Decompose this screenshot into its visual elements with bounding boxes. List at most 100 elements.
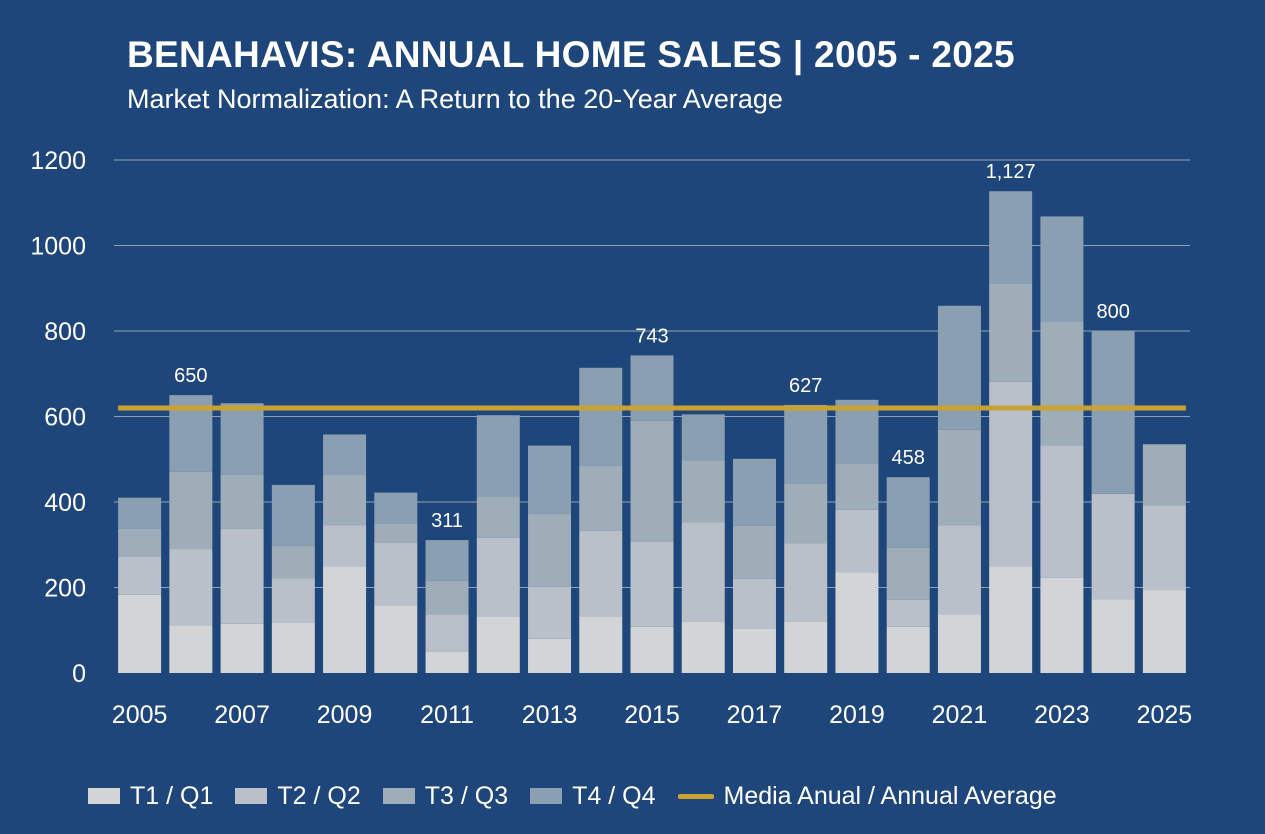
data-label-2006: 650: [174, 365, 207, 387]
legend: T1 / Q1 T2 / Q2 T3 / Q3 T4 / Q4 Media An…: [88, 780, 1057, 812]
bar-segment-q4-2010: [374, 492, 418, 524]
legend-label-q1: T1 / Q1: [130, 781, 214, 810]
bar-segment-q1-2007: [220, 623, 264, 673]
bar-segment-q2-2025: [1142, 505, 1186, 591]
bar-segment-q1-2013: [528, 638, 572, 673]
data-label-2022: 1,127: [986, 161, 1036, 183]
bar-segment-q3-2021: [937, 429, 981, 526]
bar-segment-q3-2006: [169, 471, 213, 550]
bar-segment-q4-2007: [220, 403, 264, 475]
legend-item-q4: T4 / Q4: [530, 782, 656, 811]
y-tick-label: 600: [44, 404, 86, 432]
legend-item-average: Media Anual / Annual Average: [677, 781, 1057, 811]
bar-segment-q2-2018: [784, 543, 828, 622]
bar-segment-q3-2017: [732, 525, 776, 579]
chart-subtitle: Market Normalization: A Return to the 20…: [127, 84, 783, 114]
bar-segment-q1-2011: [425, 651, 469, 673]
chart-title: BENAHAVIS: ANNUAL HOME SALES | 2005 - 20…: [127, 34, 1015, 75]
bar-segment-q2-2008: [271, 578, 315, 623]
bar-segment-q3-2011: [425, 580, 469, 615]
bar-segment-q2-2022: [989, 381, 1033, 567]
legend-item-q3: T3 / Q3: [382, 781, 509, 811]
bar-segment-q4-2011: [425, 540, 469, 581]
legend-label-q3: T3 / Q3: [424, 781, 509, 810]
x-tick-label: 2021: [932, 701, 988, 729]
bar-segment-q2-2012: [476, 537, 520, 617]
bar-segment-q1-2022: [989, 566, 1033, 673]
bar-segment-q4-2009: [323, 434, 367, 475]
bar-segment-q1-2009: [323, 566, 367, 673]
x-tick-label: 2015: [624, 701, 680, 729]
bar-segment-q4-2005: [118, 497, 162, 529]
x-tick-label: 2007: [214, 701, 270, 729]
bar-segment-q2-2019: [835, 509, 879, 573]
bar-segment-q3-2012: [476, 496, 520, 538]
bar-segment-q2-2014: [579, 530, 623, 617]
bar-segment-q1-2025: [1142, 590, 1186, 673]
y-tick-label: 200: [44, 575, 86, 603]
data-label-2024: 800: [1096, 301, 1129, 323]
bar-segment-q1-2014: [579, 616, 623, 673]
bar-segment-q2-2007: [220, 528, 264, 624]
bar-segment-q3-2016: [681, 460, 725, 523]
x-tick-label: 2011: [420, 701, 474, 729]
legend-item-q1: T1 / Q1: [88, 782, 213, 811]
bar-segment-q1-2006: [169, 625, 213, 673]
bar-segment-q2-2009: [323, 525, 367, 567]
legend-item-q2: T2 / Q2: [235, 782, 361, 811]
data-label-2011: 311: [431, 510, 463, 532]
x-tick-label: 2019: [829, 701, 885, 729]
bar-segment-q1-2012: [476, 616, 520, 673]
bar-segment-q2-2017: [732, 578, 776, 629]
y-tick-label: 0: [72, 660, 86, 688]
bar-segment-q1-2018: [784, 621, 828, 673]
bar-segment-q1-2023: [1040, 577, 1084, 673]
bar-segment-q4-2024: [1091, 331, 1135, 494]
bar-segment-q4-2014: [579, 367, 623, 466]
legend-label-average: Media Anual / Annual Average: [723, 781, 1057, 810]
bar-segment-q3-2018: [784, 483, 828, 544]
x-tick-label: 2025: [1137, 701, 1193, 729]
bar-segment-q2-2023: [1040, 445, 1084, 578]
x-tick-label: 2013: [522, 701, 578, 729]
bar-segment-q3-2023: [1040, 321, 1084, 446]
bar-segment-q2-2005: [118, 556, 162, 595]
bar-segment-q1-2008: [271, 622, 315, 673]
bar-segment-q1-2024: [1091, 599, 1135, 673]
bar-segment-q4-2008: [271, 484, 315, 546]
bar-segment-q3-2015: [630, 420, 674, 542]
bars: [118, 191, 1186, 673]
x-tick-label: 2023: [1034, 701, 1090, 729]
bar-segment-q4-2023: [1040, 216, 1084, 322]
bar-segment-q4-2012: [476, 415, 520, 497]
y-tick-label: 1200: [30, 147, 86, 175]
x-tick-label: 2009: [317, 701, 373, 729]
bar-segment-q1-2021: [937, 614, 981, 673]
bar-segment-q2-2010: [374, 542, 418, 606]
bar-segment-q3-2020: [886, 547, 930, 600]
bar-segment-q3-2013: [528, 513, 572, 587]
legend-swatch-q1: [88, 788, 120, 804]
bar-segment-q1-2016: [681, 621, 725, 673]
bar-segment-q2-2011: [425, 614, 469, 652]
legend-swatch-q2: [235, 788, 268, 804]
bar-segment-q4-2020: [886, 477, 930, 548]
x-axis: 2005 2007 2009 2011 2013 2015 2017 2019 2021 2023…: [112, 701, 1192, 729]
bar-segment-q1-2020: [886, 626, 930, 673]
x-tick-label: 2005: [112, 701, 168, 729]
legend-swatch-average: [677, 793, 714, 799]
data-label-2020: 458: [892, 447, 925, 469]
bar-segment-q3-2025: [1142, 444, 1186, 506]
bar-segment-q3-2007: [220, 474, 264, 529]
bar-segment-q2-2024: [1091, 493, 1135, 600]
legend-swatch-q3: [382, 788, 415, 804]
bar-segment-q4-2018: [784, 404, 828, 484]
legend-swatch-q4: [530, 788, 563, 804]
bar-segment-q4-2017: [732, 458, 776, 526]
bar-segment-q3-2010: [374, 523, 418, 543]
bar-segment-q1-2019: [835, 572, 879, 673]
data-labels: 650 311 743 627 458 1,127 800: [174, 161, 1130, 532]
bar-segment-q3-2014: [579, 465, 623, 531]
bar-segment-q1-2015: [630, 626, 674, 673]
